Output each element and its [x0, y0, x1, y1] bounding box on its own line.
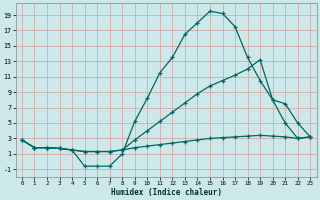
X-axis label: Humidex (Indice chaleur): Humidex (Indice chaleur) [111, 188, 221, 197]
